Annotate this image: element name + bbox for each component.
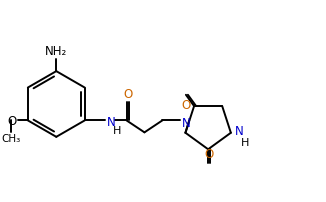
Text: H: H: [112, 126, 121, 136]
Text: NH₂: NH₂: [45, 45, 67, 58]
Text: N: N: [182, 116, 191, 129]
Text: N: N: [235, 125, 244, 138]
Text: O: O: [7, 114, 17, 127]
Text: O: O: [181, 98, 190, 111]
Text: N: N: [107, 115, 115, 128]
Text: H: H: [241, 137, 249, 147]
Text: O: O: [123, 88, 132, 101]
Text: O: O: [204, 147, 214, 160]
Text: CH₃: CH₃: [1, 134, 21, 144]
